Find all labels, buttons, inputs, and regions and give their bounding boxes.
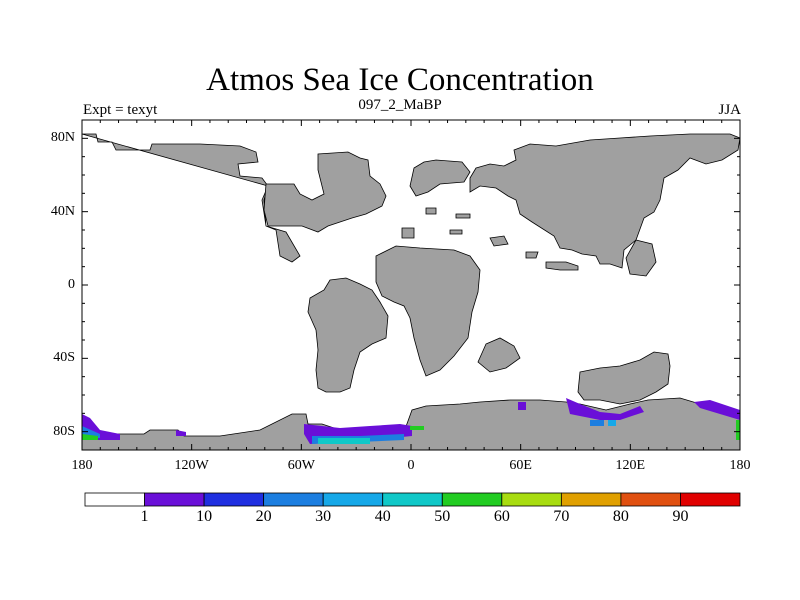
colorbar-swatch xyxy=(84,492,145,507)
land-island-1 xyxy=(401,227,415,239)
colorbar-label: 40 xyxy=(374,508,391,525)
colorbar-label: 90 xyxy=(672,508,689,525)
land-island-3 xyxy=(449,229,463,235)
colorbar-swatch xyxy=(501,492,562,507)
x-tick-label: 120E xyxy=(615,458,646,473)
sea-ice xyxy=(82,398,740,444)
x-tick-label: 60E xyxy=(509,458,532,473)
colorbar-swatch xyxy=(144,492,205,507)
land-sea-island xyxy=(525,251,539,259)
land-island-5 xyxy=(455,213,471,219)
x-tick-label: 0 xyxy=(407,458,415,473)
sea-ice-indian-4 xyxy=(608,420,616,426)
y-tick-label: 80N xyxy=(50,130,75,146)
y-tick-label: 40N xyxy=(50,203,75,219)
colorbar-swatch xyxy=(263,492,324,507)
colorbar-swatch xyxy=(382,492,443,507)
sea-ice-indian xyxy=(518,402,526,410)
x-tick-label: 180 xyxy=(729,458,751,473)
land-island-2 xyxy=(425,207,437,215)
colorbar-swatch xyxy=(441,492,503,507)
sea-ice-indian-3 xyxy=(590,420,604,426)
sea-ice-pacific-east-2 xyxy=(736,420,740,440)
colorbar-label: 60 xyxy=(493,508,510,525)
colorbar-label: 70 xyxy=(553,508,570,525)
land-south-america xyxy=(307,277,389,393)
plot-title: Atmos Sea Ice Concentration xyxy=(206,62,594,98)
sea-ice-pacific-east xyxy=(694,400,740,420)
colorbar-label: 20 xyxy=(255,508,272,525)
y-tick-label: 80S xyxy=(53,423,75,439)
land-eurasia xyxy=(469,133,741,269)
colorbar-label: 50 xyxy=(434,508,451,525)
x-tick-label: 120W xyxy=(174,458,209,473)
colorbar-label: 30 xyxy=(315,508,332,525)
sea-ice-ross xyxy=(176,430,186,436)
land-india xyxy=(545,261,579,271)
colorbar-swatch xyxy=(203,492,265,507)
colorbar-swatch xyxy=(322,492,384,507)
land-africa xyxy=(375,245,481,377)
colorbar-label: 10 xyxy=(196,508,213,525)
land-east-asia-arm xyxy=(625,239,657,277)
colorbar-swatch xyxy=(560,492,622,507)
time-label: 097_2_MaBP xyxy=(358,97,442,113)
colorbar-label: 80 xyxy=(612,508,629,525)
sea-ice-weddell-green xyxy=(410,426,424,430)
land-australia xyxy=(577,351,671,405)
y-tick-label: 40S xyxy=(53,350,75,366)
land-greenland xyxy=(409,159,471,197)
land-madagascar xyxy=(477,337,521,373)
colorbar-label: 1 xyxy=(140,508,149,525)
colorbar-swatch xyxy=(680,492,741,507)
axis-ticks xyxy=(81,119,741,451)
y-tick-label: 0 xyxy=(68,277,75,292)
land-island-4 xyxy=(489,235,509,247)
x-tick-label: 60W xyxy=(287,458,315,473)
land-north-america xyxy=(81,133,301,263)
colorbar-swatch xyxy=(620,492,681,507)
season-label: JJA xyxy=(718,102,741,118)
sea-ice-pacific-west-hi xyxy=(82,434,98,440)
land-north-america-main xyxy=(263,151,387,233)
experiment-label: Expt = texyt xyxy=(83,102,158,118)
sea-ice-weddell-hi xyxy=(318,438,370,444)
x-tick-label: 180 xyxy=(71,458,93,473)
sea-ice-indian-2 xyxy=(566,398,644,420)
colorbar xyxy=(84,492,741,507)
